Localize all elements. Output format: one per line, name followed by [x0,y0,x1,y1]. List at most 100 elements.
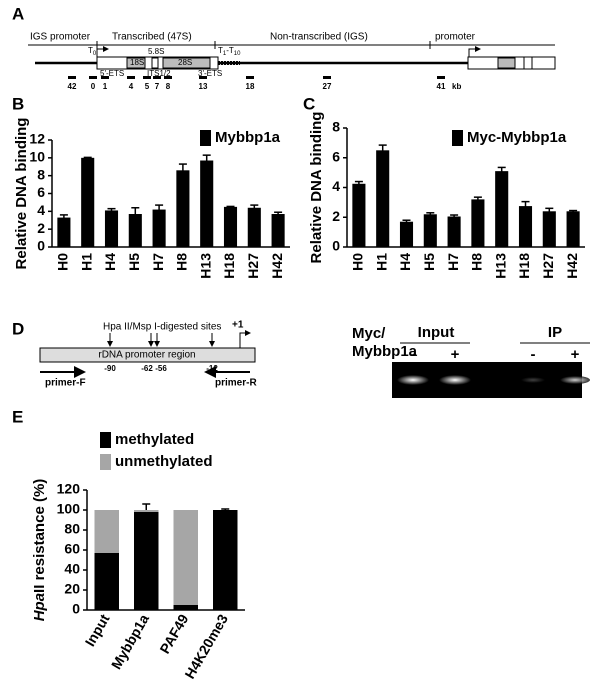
position-label: -12 [206,364,218,373]
primer-bar [143,76,151,79]
error-bar [402,219,411,224]
x-tick-label: H5 [421,253,437,271]
y-tick-label: 6 [37,184,45,200]
error-bar [378,144,387,156]
y-tick-label: 0 [72,601,80,617]
bar [134,510,159,512]
primer-label: 7 [155,82,160,91]
region-label: rDNA promoter region [98,350,195,361]
primer-label: primer-R [215,378,257,389]
gel-band [521,377,545,383]
y-axis-label: Relative DNA binding [13,118,30,270]
primer-bar [199,76,207,79]
x-tick-label: H13 [492,253,508,279]
gel-label: Mybbp1a [352,343,418,360]
error-bar [226,205,235,208]
rrna-label: 5.8S [148,47,164,56]
primer-label: 41 [437,82,446,91]
primer-label: 42 [68,82,77,91]
x-tick-label: H18 [221,253,237,279]
y-tick-label: 40 [64,561,80,577]
bar [152,209,166,247]
bar [200,160,214,247]
x-tick-label: H18 [516,253,532,279]
error-bar [354,180,363,187]
legend-label: Myc-Mybbp1a [467,129,567,146]
gel-group: IP [548,324,562,341]
lane-label: - [531,346,536,363]
y-tick-label: 8 [332,119,340,135]
spacer-label: 5'-ETS [100,69,124,78]
error-bar [450,214,459,218]
y-tick-label: 80 [64,521,80,537]
legend-label: unmethylated [115,453,213,470]
region-label: IGS promoter [30,32,91,43]
primer-label: 13 [199,82,208,91]
error-bar [59,214,68,221]
y-tick-label: 60 [64,541,80,557]
legend-swatch [100,432,111,448]
lane-label: + [571,346,580,363]
panel-label: B [12,94,24,113]
y-tick-label: 0 [332,238,340,254]
gel-label: Myc/ [352,325,386,342]
panel-label: D [12,319,24,338]
error-bar [545,207,554,215]
gel-group: Input [418,324,455,341]
diagram-d-lines [39,330,256,378]
panel-label: E [12,407,23,426]
y-tick-label: 0 [37,238,45,254]
error-bar [569,209,578,213]
error-bar [473,196,482,202]
bar [223,206,238,247]
bar [173,510,198,605]
bar [542,211,556,247]
primer-label: 5 [145,82,150,91]
y-axis-label: HpaII resistance (%) [31,479,48,622]
primer-label: 8 [166,82,171,91]
gel-band [560,376,590,384]
tss-label: +1 [232,320,244,331]
y-tick-label: 8 [37,166,45,182]
x-tick-label: H4 [397,253,413,271]
position-label: -90 [104,364,116,373]
legend-swatch [200,130,211,146]
primer-bar [437,76,445,79]
bar [81,157,95,247]
x-tick-label: PAF49 [156,611,191,656]
position-label: -62 [141,364,153,373]
x-tick-label: H1 [373,253,389,271]
error-bar [107,207,116,213]
gel-band [397,375,429,385]
y-axis-label-rest: II resistance (%) [31,479,48,593]
bar [423,214,437,247]
spacer-label: 3'-ETS [198,69,222,78]
primer-label: 18 [246,82,255,91]
bar [399,221,414,247]
y-tick-label: 6 [332,148,340,164]
region-label: Transcribed (47S) [112,32,192,43]
terminator-label: T1-T10 [218,46,241,56]
error-bar [221,508,230,511]
bar [176,170,190,247]
primer-bar [68,76,76,79]
error-bar [497,166,506,175]
bar [94,510,119,553]
bar [128,214,142,247]
y-tick-label: 2 [37,220,45,236]
sites-label: Hpa II/Msp I-digested sites [103,322,221,333]
panel-label: A [12,4,24,23]
x-tick-label: H13 [197,253,213,279]
y-tick-label: 100 [57,501,81,517]
legend-swatch [100,454,111,470]
diagram-a-lines [28,41,556,70]
lane-label: - [411,346,416,363]
primer-bar [101,76,109,79]
legend-label: Mybbp1a [215,129,281,146]
x-tick-label: H27 [540,253,556,279]
y-tick-label: 4 [37,202,45,218]
legend-swatch [452,130,463,146]
legend-label: methylated [115,431,194,448]
spacer-label: ITS1/2 [147,69,171,78]
